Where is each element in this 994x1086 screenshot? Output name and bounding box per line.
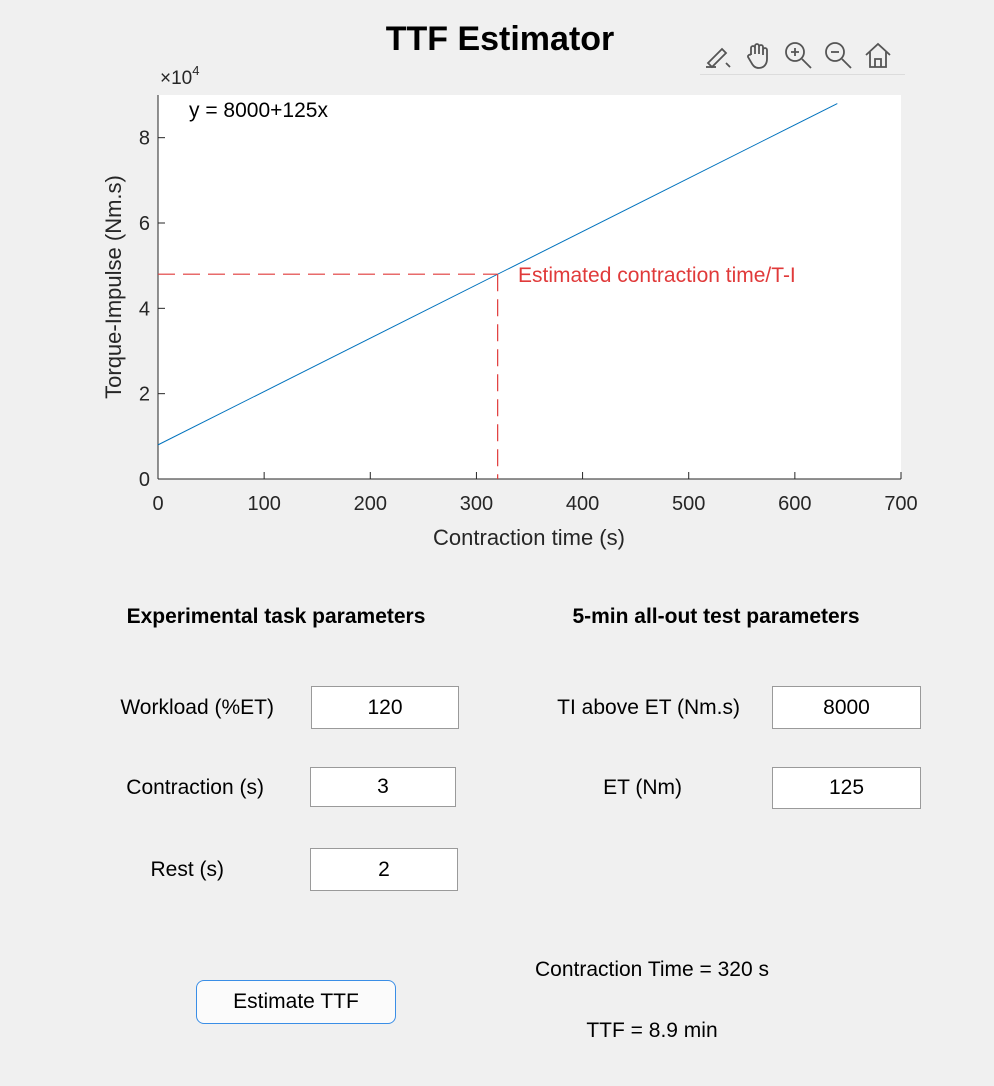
- x-tick-label: 300: [460, 493, 493, 515]
- y-axis-label: Torque-Impulse (Nm.s): [101, 175, 126, 399]
- x-axis-label: Contraction time (s): [433, 525, 625, 550]
- workload-field[interactable]: [311, 686, 459, 729]
- experimental-section-title: Experimental task parameters: [126, 605, 426, 628]
- estimate-ttf-button[interactable]: Estimate TTF: [196, 980, 396, 1024]
- x-tick-label: 0: [152, 493, 163, 515]
- y-tick-label: 2: [139, 384, 150, 406]
- y-tick-label: 0: [139, 469, 150, 491]
- x-tick-label: 700: [884, 493, 917, 515]
- pan-hand-icon[interactable]: [740, 37, 776, 73]
- equation-annotation: y = 8000+125x: [189, 99, 328, 122]
- contraction-label: Contraction (s): [126, 776, 264, 799]
- workload-label: Workload (%ET): [120, 696, 274, 719]
- ti-above-et-field[interactable]: [772, 686, 921, 729]
- et-field[interactable]: [772, 767, 921, 809]
- y-tick-label: 8: [139, 128, 150, 150]
- y-tick-label: 6: [139, 213, 150, 235]
- allout-section-title: 5-min all-out test parameters: [572, 605, 860, 628]
- ttf-result: TTF = 8.9 min: [586, 1019, 718, 1042]
- zoom-out-icon[interactable]: [820, 37, 856, 73]
- brush-icon[interactable]: [700, 37, 736, 73]
- contraction-field[interactable]: [310, 767, 456, 807]
- rest-field[interactable]: [310, 848, 458, 891]
- torque-impulse-chart: 0 100 200 300 400 500 600 700 0 2 4 6 8 y = 8000+125…: [101, 63, 918, 550]
- y-tick-label: 4: [139, 298, 150, 320]
- rest-label: Rest (s): [150, 858, 225, 881]
- x-tick-label: 100: [247, 493, 280, 515]
- plot-title: TTF Estimator: [385, 20, 615, 58]
- x-tick-label: 200: [354, 493, 387, 515]
- home-icon[interactable]: [860, 37, 896, 73]
- et-label: ET (Nm): [603, 776, 682, 799]
- plot-area: [158, 95, 901, 479]
- zoom-in-icon[interactable]: [780, 37, 816, 73]
- x-tick-label: 400: [566, 493, 599, 515]
- contraction-time-result: Contraction Time = 320 s: [534, 958, 770, 981]
- y-exponent-power: 4: [192, 63, 199, 78]
- axes-toolbar: [700, 36, 905, 75]
- ti-above-et-label: TI above ET (Nm.s): [557, 696, 740, 719]
- x-tick-label: 500: [672, 493, 705, 515]
- y-exponent-label: ×104: [160, 63, 199, 89]
- x-tick-label: 600: [778, 493, 811, 515]
- marker-annotation: Estimated contraction time/T-I: [518, 264, 796, 287]
